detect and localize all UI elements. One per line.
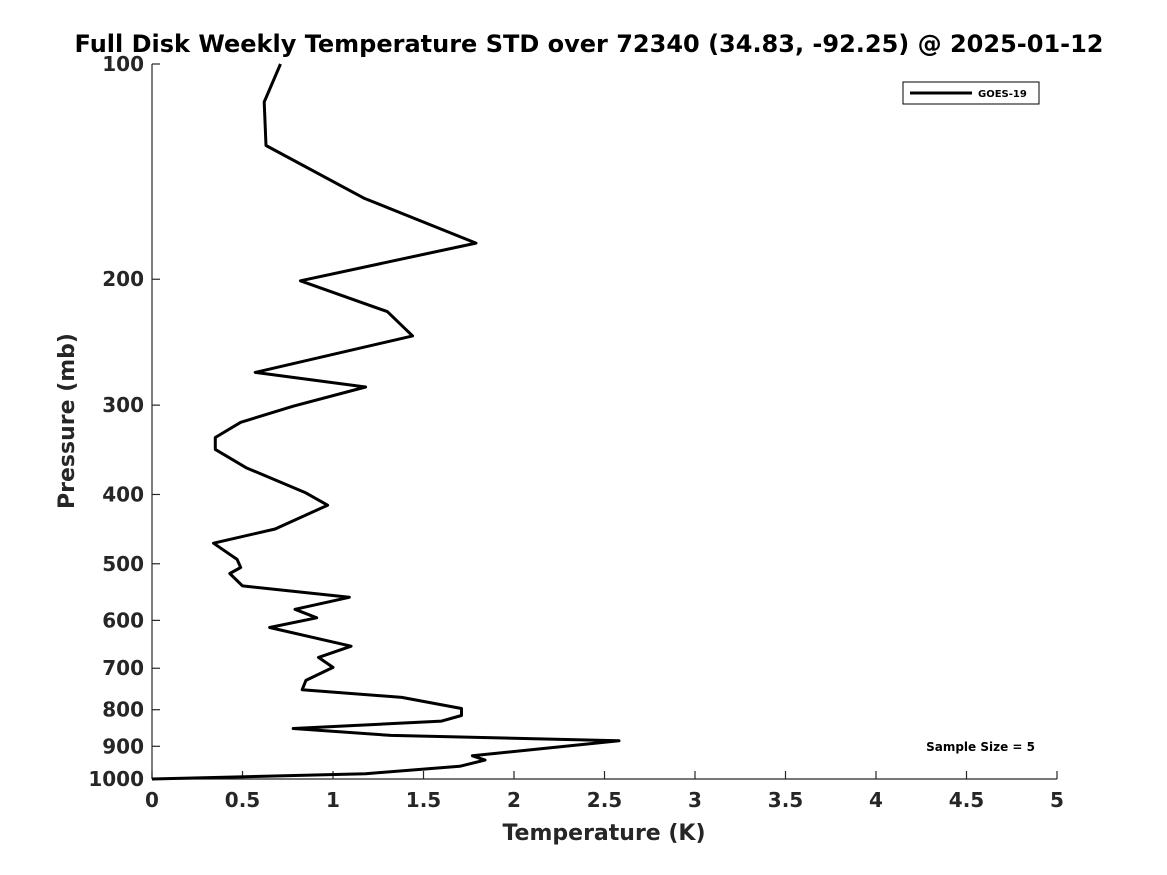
x-tick-label: 1 [326,788,340,812]
y-tick-label: 300 [102,393,144,417]
x-tick-label: 2 [507,788,521,812]
legend: GOES-19 [902,81,1040,105]
sample-size-annotation: Sample Size = 5 [926,740,1035,754]
x-tick-label: 3.5 [768,788,803,812]
x-tick-group: 0 0.5 1 1.5 2 2.5 3 3.5 4 4.5 5 [145,771,1064,812]
x-tick-label: 0 [145,788,159,812]
plot-axes [151,64,1057,780]
chart-title: Full Disk Weekly Temperature STD over 72… [75,30,1104,58]
x-tick-label: 4.5 [949,788,984,812]
series-line-goes-19 [151,63,621,781]
series-layer [151,63,621,781]
y-tick-label: 700 [102,656,144,680]
y-tick-label: 800 [102,698,144,722]
y-tick-label: 600 [102,608,144,632]
x-tick-label: 3 [688,788,702,812]
y-tick-label: 400 [102,482,144,506]
x-tick-label: 0.5 [225,788,260,812]
legend-entry-goes-19: GOES-19 [978,89,1027,100]
x-tick-label: 5 [1050,788,1064,812]
x-tick-label: 1.5 [406,788,441,812]
y-tick-label: 500 [102,552,144,576]
y-tick-label: 200 [102,267,144,291]
y-tick-group: 100 200 300 400 500 600 700 800 900 1000 [88,52,160,791]
y-tick-label: 900 [102,734,144,758]
y-tick-label: 100 [102,52,144,76]
y-axis-label: Pressure (mb) [55,333,80,509]
y-tick-label: 1000 [88,767,144,791]
x-axis-label: Temperature (K) [502,821,705,846]
x-tick-label: 2.5 [587,788,622,812]
x-tick-label: 4 [869,788,883,812]
